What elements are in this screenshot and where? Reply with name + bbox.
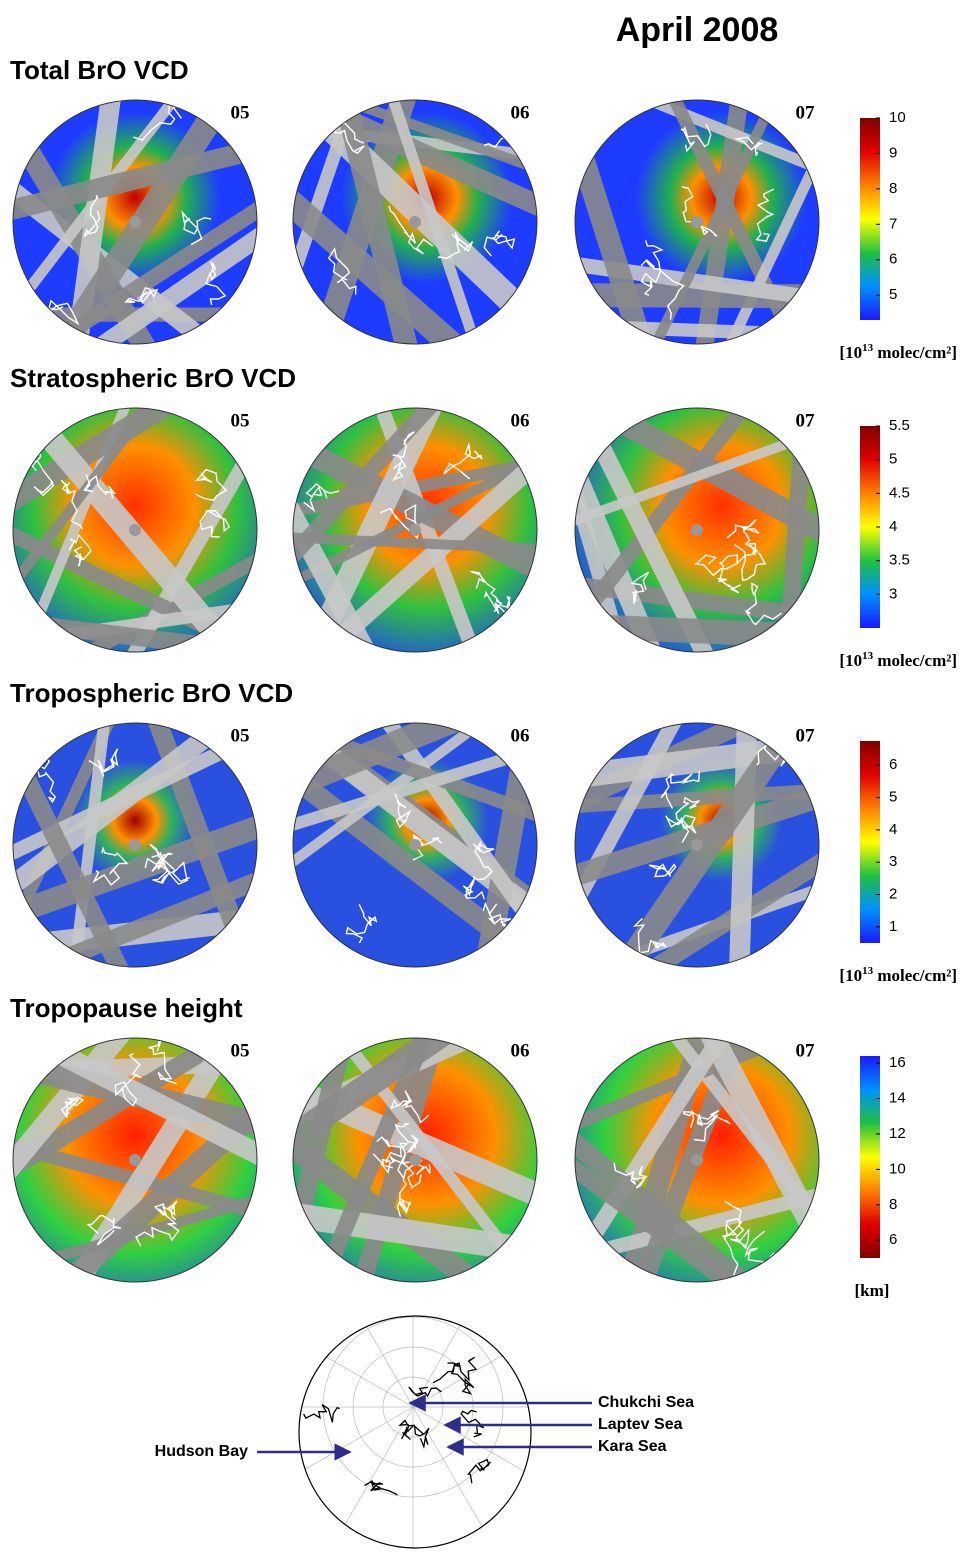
- sea-label: Hudson Bay: [155, 1443, 248, 1460]
- colorbar-tick-label: 5: [889, 451, 897, 468]
- colorbar-unit: [1013 molec/cm²]: [839, 342, 957, 362]
- polar-map: [293, 408, 537, 652]
- polar-map: [575, 1038, 819, 1282]
- panel-title: Tropospheric BrO VCD: [10, 678, 293, 708]
- colorbar-tick-label: 1: [889, 918, 897, 935]
- day-label: 05: [231, 1040, 250, 1061]
- colorbar-tick-label: 9: [889, 144, 897, 161]
- colorbar: [860, 1056, 880, 1258]
- colorbar-tick-label: 6: [889, 756, 897, 773]
- map-border: [298, 1315, 532, 1549]
- map-border: [12, 722, 258, 968]
- day-label: 07: [796, 410, 816, 431]
- colorbar-tick-label: 5: [889, 789, 897, 806]
- unit-text: molec/cm²]: [873, 343, 957, 362]
- day-label: 05: [231, 102, 250, 123]
- map-border: [574, 99, 820, 345]
- colorbar-tick-label: 7: [889, 215, 897, 232]
- day-label: 05: [231, 725, 250, 746]
- sea-label: Chukchi Sea: [598, 1394, 694, 1411]
- colorbar-tick-label: 12: [889, 1125, 906, 1142]
- polar-map: [293, 100, 537, 344]
- colorbar-tick-label: 3.5: [889, 552, 910, 569]
- day-label: 06: [511, 725, 530, 746]
- colorbar-tick-label: 5: [889, 286, 897, 303]
- colorbar-tick-label: 6: [889, 1231, 897, 1248]
- map-border: [12, 99, 258, 345]
- unit-text: molec/cm²]: [873, 966, 957, 985]
- colorbar: [860, 741, 880, 943]
- colorbar-tick-label: 3: [889, 585, 897, 602]
- colorbar-tick-label: 10: [889, 1160, 906, 1177]
- map-border: [292, 407, 538, 653]
- colorbar-tick-label: 8: [889, 1196, 897, 1213]
- colorbar: [860, 426, 880, 628]
- sea-label: Kara Sea: [598, 1438, 667, 1455]
- reference-map: [299, 1316, 531, 1548]
- unit-text: [km]: [855, 1281, 890, 1300]
- polar-map: [13, 100, 257, 344]
- polar-map: [293, 723, 537, 967]
- day-label: 07: [796, 1040, 816, 1061]
- colorbar-tick-label: 16: [889, 1054, 906, 1071]
- day-label: 06: [511, 102, 530, 123]
- sea-label: Laptev Sea: [598, 1416, 683, 1433]
- unit-exponent: 13: [862, 342, 874, 354]
- day-label: 05: [231, 410, 250, 431]
- map-border: [292, 99, 538, 345]
- colorbar-unit: [1013 molec/cm²]: [839, 650, 957, 670]
- map-border: [574, 722, 820, 968]
- colorbar-tick-label: 10: [889, 109, 906, 126]
- colorbar-tick-label: 8: [889, 180, 897, 197]
- colorbar-unit: [1013 molec/cm²]: [839, 965, 957, 985]
- polar-map: [293, 1038, 537, 1282]
- map-border: [12, 1037, 258, 1283]
- unit-text: [10: [839, 343, 862, 362]
- panel-title: Total BrO VCD: [10, 55, 189, 85]
- polar-map: [575, 100, 819, 344]
- colorbar-tick-label: 6: [889, 251, 897, 268]
- day-label: 06: [511, 410, 530, 431]
- day-label: 07: [796, 102, 816, 123]
- panel-title: Tropopause height: [10, 993, 243, 1023]
- day-label: 07: [796, 725, 816, 746]
- map-border: [12, 407, 258, 653]
- polar-map: [13, 408, 257, 652]
- colorbar-unit: [km]: [855, 1281, 890, 1300]
- colorbar-tick-label: 4.5: [889, 484, 910, 501]
- unit-exponent: 13: [862, 650, 874, 662]
- colorbar-tick-label: 14: [889, 1089, 906, 1106]
- colorbar: [860, 118, 880, 320]
- colorbar-tick-label: 5.5: [889, 417, 910, 434]
- polar-map: [13, 1038, 257, 1282]
- colorbar-tick-label: 4: [889, 518, 897, 535]
- polar-map: [575, 723, 819, 967]
- map-border: [292, 1037, 538, 1283]
- colorbar-tick-label: 4: [889, 821, 897, 838]
- map-border: [574, 407, 820, 653]
- polar-map: [13, 723, 257, 967]
- unit-text: [10: [839, 651, 862, 670]
- panel-title: Stratospheric BrO VCD: [10, 363, 296, 393]
- colorbar-tick-label: 2: [889, 885, 897, 902]
- colorbar-tick-label: 3: [889, 853, 897, 870]
- day-label: 06: [511, 1040, 530, 1061]
- unit-exponent: 13: [862, 965, 874, 977]
- map-border: [292, 722, 538, 968]
- unit-text: molec/cm²]: [873, 651, 957, 670]
- unit-text: [10: [839, 966, 862, 985]
- map-border: [574, 1037, 820, 1283]
- figure-title: April 2008: [616, 11, 779, 49]
